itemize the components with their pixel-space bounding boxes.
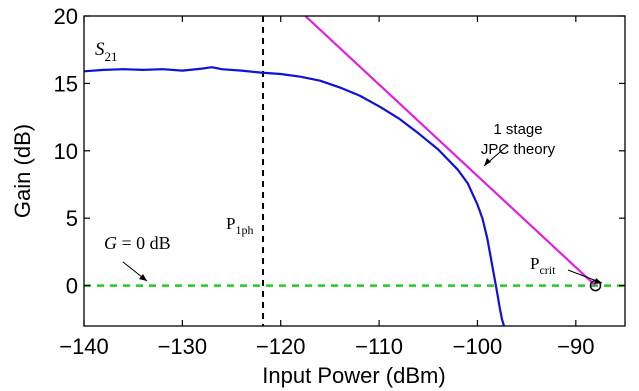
x-tick-label: −100: [453, 334, 503, 359]
x-tick-label: −110: [355, 334, 403, 359]
theory-label-line1: 1 stage: [493, 121, 542, 138]
y-tick-label: 20: [54, 4, 78, 29]
y-axis-label: Gain (dB): [10, 124, 35, 218]
pcrit-marker: [589, 279, 602, 292]
pcrit-label: Pcrit: [530, 254, 556, 277]
y-tick-label: 0: [66, 274, 78, 299]
x-tick-label: −90: [557, 334, 594, 359]
x-tick-label: −120: [256, 334, 306, 359]
y-tick-label: 10: [54, 139, 78, 164]
y-tick-label: 5: [66, 206, 78, 231]
x-tick-label: −140: [59, 334, 109, 359]
x-axis-label: Input Power (dBm): [262, 363, 445, 388]
s21-curve: [84, 66, 506, 326]
plot-frame: [83, 15, 626, 327]
g0-label: G = 0 dB: [104, 233, 171, 253]
s21-label: S21: [95, 39, 118, 64]
axis-ticks: −140 −130 −120 −110 −100 −90 0 5 10 15 20: [54, 4, 625, 359]
theory-label-line2: JPC theory: [481, 141, 556, 158]
x-tick-label: −130: [158, 334, 208, 359]
theory-line: [304, 16, 597, 287]
y-tick-label: 15: [54, 71, 78, 96]
g0-arrowhead: [139, 274, 147, 281]
theory-arrowhead: [484, 158, 491, 166]
p1ph-label: P1ph: [226, 214, 253, 237]
